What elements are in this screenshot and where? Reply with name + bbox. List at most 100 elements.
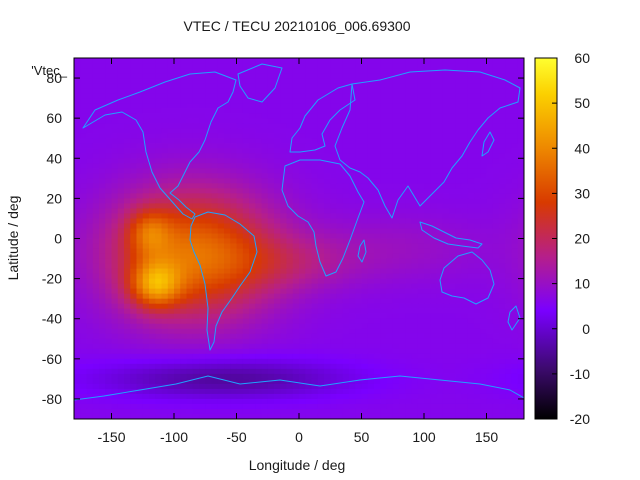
heat-cell [349, 233, 356, 240]
heat-cell [330, 258, 338, 265]
heat-cell [386, 103, 394, 109]
heat-cell [330, 193, 338, 199]
heat-cell [286, 343, 294, 350]
heat-cell [505, 198, 513, 204]
heat-cell [492, 348, 500, 355]
heat-cell [224, 208, 231, 215]
heat-cell [236, 363, 244, 370]
heat-cell [174, 348, 181, 355]
heat-cell [161, 203, 169, 210]
heat-cell [324, 188, 331, 194]
heat-cell [505, 213, 513, 220]
heat-cell [149, 388, 156, 395]
heat-cell [161, 328, 169, 335]
heat-cell [386, 143, 394, 149]
heat-cell [511, 383, 519, 390]
heat-cell [467, 223, 475, 230]
heat-cell [211, 68, 219, 74]
heat-cell [311, 328, 319, 335]
heat-cell [192, 148, 200, 154]
heat-cell [336, 288, 344, 295]
heat-cell [267, 378, 275, 385]
heat-cell [474, 338, 481, 345]
heat-cell [374, 238, 381, 245]
heat-cell [167, 348, 175, 355]
heat-cell [461, 168, 469, 174]
heat-cell [436, 63, 444, 69]
heat-cell [205, 208, 213, 215]
heat-cell [230, 378, 238, 385]
heat-cell [505, 188, 513, 194]
heat-cell [105, 348, 113, 355]
heat-cell [324, 193, 331, 199]
heat-cell [317, 388, 325, 395]
heat-cell [430, 313, 438, 320]
heat-cell [155, 238, 163, 245]
heat-cell [117, 253, 125, 260]
heat-cell [392, 178, 400, 184]
heat-cell [224, 108, 231, 114]
heat-cell [299, 168, 306, 174]
heat-cell [92, 263, 100, 270]
heat-cell [311, 248, 319, 255]
heat-cell [192, 358, 200, 365]
heat-cell [286, 243, 294, 250]
heat-cell [486, 103, 494, 109]
heat-cell [236, 358, 244, 365]
heat-cell [174, 143, 181, 149]
heat-cell [367, 238, 375, 245]
heat-cell [192, 353, 200, 360]
heat-cell [517, 88, 524, 94]
heat-cell [324, 288, 331, 295]
heat-cell [380, 283, 388, 290]
heat-cell [355, 343, 363, 350]
heat-cell [117, 298, 125, 305]
heat-cell [255, 93, 263, 99]
heat-cell [199, 158, 206, 164]
heat-cell [411, 363, 419, 370]
heat-cell [280, 203, 288, 210]
heat-cell [467, 318, 475, 325]
heat-cell [274, 193, 281, 199]
heat-cell [111, 363, 119, 370]
heat-cell [424, 358, 431, 365]
heat-cell [124, 288, 131, 295]
heat-cell [274, 378, 281, 385]
heat-cell [111, 133, 119, 139]
heat-cell [511, 178, 519, 184]
heat-cell [349, 188, 356, 194]
heat-cell [80, 113, 88, 119]
heat-cell [161, 268, 169, 275]
heat-cell [361, 248, 369, 255]
heat-cell [117, 183, 125, 189]
heat-cell [130, 158, 138, 164]
heat-cell [92, 83, 100, 89]
heat-cell [430, 233, 438, 240]
heat-cell [199, 388, 206, 395]
heat-cell [342, 198, 350, 204]
heat-cell [205, 163, 213, 169]
heat-cell [336, 143, 344, 149]
heat-cell [192, 78, 200, 84]
heat-cell [155, 103, 163, 109]
heat-cell [492, 358, 500, 365]
heat-cell [124, 358, 131, 365]
heat-cell [330, 213, 338, 220]
heat-cell [136, 148, 144, 154]
heat-cell [186, 128, 194, 134]
heat-cell [386, 188, 394, 194]
heat-cell [355, 148, 363, 154]
heat-cell [336, 183, 344, 189]
heat-cell [380, 168, 388, 174]
heat-cell [305, 173, 313, 179]
heat-cell [280, 163, 288, 169]
heat-cell [99, 138, 106, 144]
heat-cell [130, 68, 138, 74]
heat-cell [399, 353, 406, 360]
heat-cell [80, 203, 88, 210]
heat-cell [242, 163, 250, 169]
heat-cell [167, 103, 175, 109]
heat-cell [474, 278, 481, 285]
heat-cell [411, 323, 419, 330]
heat-cell [505, 148, 513, 154]
